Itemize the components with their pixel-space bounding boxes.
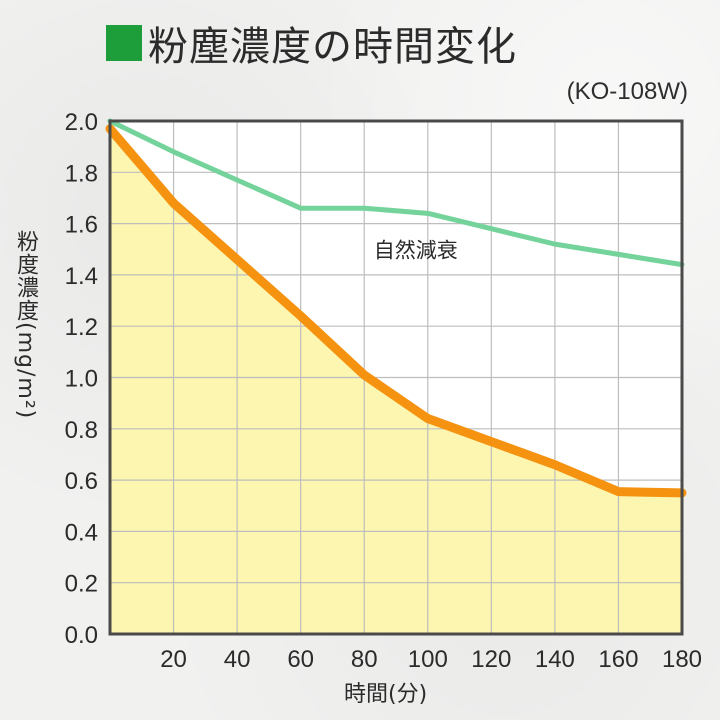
y-tick-label: 0.4 [65, 519, 98, 546]
series-line-natural-decay [107, 118, 685, 268]
y-tick-label: 0.0 [65, 622, 98, 649]
y-tick-label: 1.2 [65, 314, 98, 341]
x-tick-label: 180 [662, 646, 702, 673]
x-axis-label: 時間(分) [344, 682, 428, 707]
y-axis-label: 粉度濃度(mg/m²) [13, 230, 38, 420]
y-tick-label: 1.0 [65, 366, 98, 393]
chart-title: 粉塵濃度の時間変化 [148, 24, 517, 70]
model-number: (KO-108W) [566, 78, 688, 105]
y-tick-label: 0.6 [65, 468, 98, 495]
y-tick-label: 1.6 [65, 212, 98, 239]
y-tick-label: 2.0 [65, 109, 98, 136]
y-tick-label: 0.8 [65, 417, 98, 444]
x-tick-label: 140 [535, 646, 575, 673]
x-tick-label: 20 [160, 646, 187, 673]
area-fill [110, 128, 682, 634]
x-tick-label: 120 [471, 646, 511, 673]
y-tick-label: 1.4 [65, 263, 98, 290]
plot-frame [108, 119, 684, 636]
title-block: 粉塵濃度の時間変化 [106, 14, 517, 72]
y-tick-label: 1.8 [65, 160, 98, 187]
title-square-icon [106, 25, 142, 61]
x-tick-label: 160 [598, 646, 638, 673]
x-tick-label: 60 [287, 646, 314, 673]
series-line-product [105, 124, 687, 498]
y-axis-label-wrap: 粉度濃度(mg/m²) [10, 230, 40, 419]
x-tick-label: 80 [351, 646, 378, 673]
x-tick-label: 40 [224, 646, 251, 673]
series-label-natural-decay: 自然減衰 [374, 238, 458, 262]
y-tick-label: 0.2 [65, 571, 98, 598]
x-tick-label: 100 [408, 646, 448, 673]
